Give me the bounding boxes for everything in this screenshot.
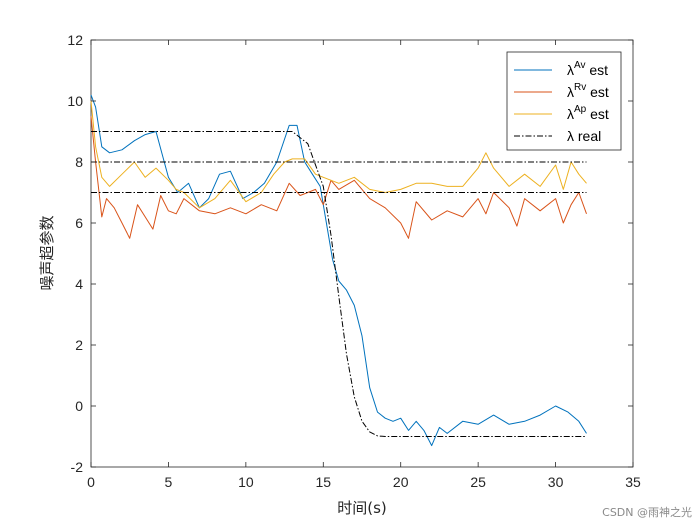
series-line-rv-est [90,116,587,239]
x-tick-label: 20 [393,474,409,490]
y-tick-label: -2 [71,459,84,475]
x-tick-label: 30 [548,474,564,490]
y-tick-label: 10 [67,93,83,109]
x-axis-label: 时间(s) [337,499,387,517]
x-tick-label: 35 [625,474,641,490]
legend-entry-label: λAv est [567,60,608,78]
series-line-av-est [90,94,587,447]
series-line-real [91,131,587,437]
legend-entry-label: λRv est [567,82,609,100]
y-tick-label: 2 [75,337,83,353]
legend-box [506,51,622,151]
legend: λAv est λRv est λAp est λ real [506,51,622,151]
x-tick-label: 25 [470,474,486,490]
watermark: CSDN @雨神之光 [602,505,692,519]
y-tick-label: 8 [75,154,83,170]
x-tick-label: 10 [238,474,254,490]
x-tick-label: 0 [87,474,95,490]
legend-entry-label: λAp est [567,104,609,122]
y-tick-label: 6 [75,215,83,231]
y-tick-label: 0 [75,398,83,414]
x-tick-label: 15 [315,474,331,490]
y-tick-label: 12 [67,32,83,48]
legend-entry-label: λ real [567,128,601,144]
series-layer [90,94,587,447]
y-axis-label: 噪声超参数 [38,215,56,290]
x-tick-label: 5 [165,474,173,490]
y-tick-label: 4 [75,276,83,292]
